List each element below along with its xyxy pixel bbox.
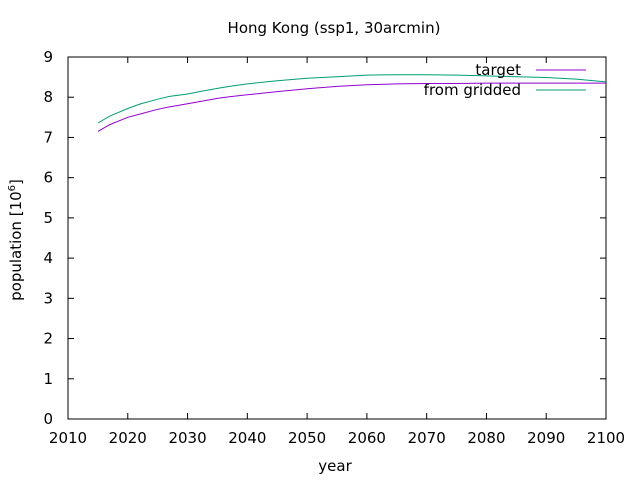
legend-label-2: from gridded — [424, 81, 521, 99]
y-axis: 0 1 2 3 4 5 6 7 8 9 — [43, 48, 606, 428]
series-line-1 — [97, 82, 606, 132]
y-axis-label-text: population [10 — [7, 191, 25, 301]
series-line-2 — [97, 74, 607, 124]
x-axis: 2010 2020 2030 2040 2050 2060 2070 2080 2090 2100 — [49, 57, 625, 447]
y-tick-label: 0 — [43, 410, 53, 428]
x-tick-label: 2070 — [408, 429, 446, 447]
x-tick-label: 2090 — [527, 429, 565, 447]
x-tick-label: 2040 — [228, 429, 266, 447]
x-tick-label: 2010 — [49, 429, 87, 447]
y-axis-label-exponent: 6 — [7, 185, 18, 191]
legend-label-1: target — [475, 61, 521, 79]
chart-title: Hong Kong (ssp1, 30arcmin) — [228, 19, 441, 37]
y-tick-label: 5 — [43, 209, 53, 227]
y-axis-label-end: ] — [7, 179, 25, 185]
x-tick-label: 2080 — [467, 429, 505, 447]
x-tick-label: 2100 — [587, 429, 625, 447]
y-tick-label: 3 — [43, 289, 53, 307]
x-tick-label: 2050 — [288, 429, 326, 447]
x-axis-label: year — [318, 457, 352, 475]
x-tick-label: 2060 — [348, 429, 386, 447]
x-tick-label: 2020 — [109, 429, 147, 447]
series-lines — [97, 74, 607, 132]
plot-border — [67, 56, 607, 420]
y-tick-label: 4 — [43, 249, 53, 267]
y-tick-label: 8 — [43, 88, 53, 106]
y-axis-label: population [106] — [7, 179, 25, 301]
x-tick-label: 2030 — [168, 429, 206, 447]
y-tick-label: 2 — [43, 330, 53, 348]
y-tick-label: 7 — [43, 128, 53, 146]
legend: target from gridded — [424, 61, 586, 99]
y-tick-label: 1 — [43, 370, 53, 388]
y-tick-label: 9 — [43, 48, 53, 66]
y-tick-label: 6 — [43, 169, 53, 187]
